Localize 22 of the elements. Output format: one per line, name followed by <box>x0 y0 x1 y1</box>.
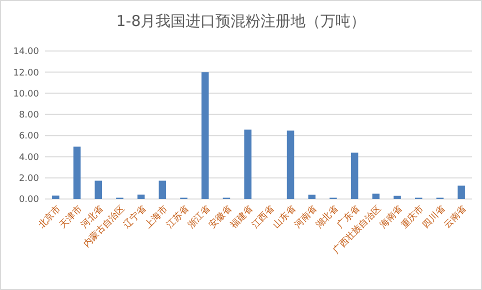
y-tick-label: 12.00 <box>13 68 40 78</box>
bar <box>201 72 209 199</box>
bar <box>394 196 401 199</box>
bar <box>244 130 252 199</box>
y-tick-label: 14.00 <box>13 47 40 58</box>
bar <box>308 194 316 199</box>
y-tick-label: 6.00 <box>18 132 40 142</box>
chart-title: 1-8月我国进口预混粉注册地（万吨） <box>116 12 366 30</box>
y-tick-label: 4.00 <box>18 152 40 163</box>
bar <box>52 196 60 199</box>
y-tick-label: 8.00 <box>18 110 40 121</box>
bar <box>372 194 380 199</box>
bar <box>350 152 358 199</box>
y-tick-label: 2.00 <box>18 174 40 184</box>
bar <box>73 146 81 199</box>
bar <box>158 180 166 199</box>
bar <box>137 194 145 199</box>
y-tick-label: 0.00 <box>18 195 40 206</box>
bar <box>94 180 102 199</box>
bar <box>286 130 294 199</box>
y-tick-label: 10.00 <box>13 89 40 100</box>
bar <box>458 186 465 199</box>
